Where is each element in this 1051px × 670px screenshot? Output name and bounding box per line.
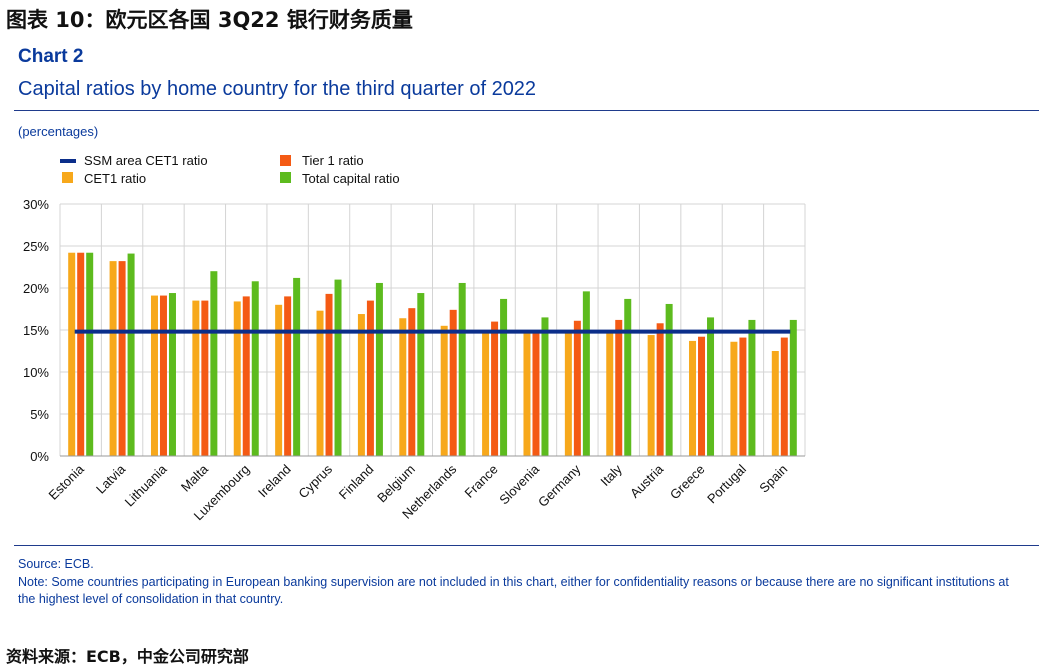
bar-total xyxy=(417,293,425,456)
x-tick-label: Finland xyxy=(336,462,377,503)
x-tick-label: Italy xyxy=(597,461,625,489)
bar-cet1 xyxy=(564,331,572,456)
legend-swatch-total xyxy=(280,172,291,183)
bar-total xyxy=(86,252,94,456)
bar-tier1 xyxy=(780,337,788,456)
bar-total xyxy=(624,298,632,456)
bar-cet1 xyxy=(150,295,158,456)
bar-total xyxy=(127,253,135,456)
chart-label: Chart 2 xyxy=(18,46,84,67)
bar-cet1 xyxy=(523,333,531,456)
bar-tier1 xyxy=(573,320,581,456)
bar-cet1 xyxy=(440,325,448,456)
bar-total xyxy=(458,282,466,456)
bar-tier1 xyxy=(201,300,209,456)
bar-tier1 xyxy=(325,293,333,456)
bar-tier1 xyxy=(491,321,499,456)
source-cn: 资料来源：ECB，中金公司研究部 xyxy=(6,647,249,666)
x-tick-label: Malta xyxy=(178,461,212,495)
x-tick-label: Germany xyxy=(535,461,584,510)
bar-tier1 xyxy=(366,300,374,456)
x-tick-label: Ireland xyxy=(255,462,294,501)
bar-tier1 xyxy=(77,252,85,456)
y-tick-label: 15% xyxy=(23,323,49,338)
bar-total xyxy=(582,291,590,456)
bar-total xyxy=(665,303,673,456)
bar-total xyxy=(375,282,383,456)
legend-swatch-ssm-line xyxy=(60,159,76,163)
bar-cet1 xyxy=(275,304,283,456)
legend-label-ssm: SSM area CET1 ratio xyxy=(84,153,208,168)
bar-tier1 xyxy=(449,309,457,456)
units-label: (percentages) xyxy=(18,124,99,139)
bar-cet1 xyxy=(689,340,697,456)
legend-label-total: Total capital ratio xyxy=(302,171,400,186)
bar-total xyxy=(334,279,342,456)
bar-cet1 xyxy=(233,301,241,456)
x-tick-label: Austria xyxy=(627,461,667,501)
legend-swatch-tier1 xyxy=(280,155,291,166)
bar-tier1 xyxy=(242,296,250,456)
bar-cet1 xyxy=(109,261,117,456)
y-tick-label: 5% xyxy=(30,407,49,422)
bar-cet1 xyxy=(357,314,365,456)
footer-divider xyxy=(14,545,1039,546)
bar-tier1 xyxy=(159,295,167,456)
bar-total xyxy=(251,281,259,456)
bar-cet1 xyxy=(482,333,490,456)
legend-label-cet1: CET1 ratio xyxy=(84,171,147,186)
bar-total xyxy=(168,293,176,456)
x-tick-label: Spain xyxy=(756,462,790,496)
bar-tier1 xyxy=(615,319,623,456)
bar-tier1 xyxy=(698,336,706,456)
x-tick-label: Greece xyxy=(667,462,708,503)
bar-total xyxy=(210,271,218,456)
x-tick-label: Lithuania xyxy=(122,461,170,509)
bar-total xyxy=(293,277,301,456)
y-tick-label: 25% xyxy=(23,239,49,254)
bar-tier1 xyxy=(118,261,126,456)
footnote: Note: Some countries participating in Eu… xyxy=(18,575,1009,606)
x-tick-label: France xyxy=(461,462,500,501)
bar-cet1 xyxy=(647,335,655,456)
bar-tier1 xyxy=(739,337,747,456)
y-tick-label: 30% xyxy=(23,197,49,212)
legend-swatch-cet1 xyxy=(62,172,73,183)
bar-cet1 xyxy=(606,331,614,456)
x-tick-label: Estonia xyxy=(46,461,88,503)
source-note: Source: ECB. xyxy=(18,557,94,571)
bar-total xyxy=(748,319,756,456)
bar-total xyxy=(500,298,508,456)
bar-cet1 xyxy=(730,341,738,456)
bar-total xyxy=(541,317,549,456)
header-divider xyxy=(14,110,1039,111)
bar-cet1 xyxy=(316,310,324,456)
bar-tier1 xyxy=(656,323,664,456)
bar-cet1 xyxy=(771,351,779,456)
bar-tier1 xyxy=(408,308,416,456)
capital-ratios-chart: 0% 5% 10% 15% 20% 25% 30% Estonia LatviaLithuani… xyxy=(23,197,806,523)
x-tick-label: Portugal xyxy=(704,461,749,506)
bar-tier1 xyxy=(284,296,292,456)
y-tick-label: 20% xyxy=(23,281,49,296)
figure-title: 图表 10：欧元区各国 3Q22 银行财务质量 xyxy=(6,8,413,32)
chart-subtitle: Capital ratios by home country for the t… xyxy=(18,78,537,100)
bar-total xyxy=(707,317,715,456)
y-tick-label: 10% xyxy=(23,365,49,380)
legend-label-tier1: Tier 1 ratio xyxy=(302,153,364,168)
bar-total xyxy=(789,319,797,456)
bar-tier1 xyxy=(532,332,540,456)
bar-cet1 xyxy=(399,318,407,456)
y-tick-label: 0% xyxy=(30,449,49,464)
bar-cet1 xyxy=(192,300,200,456)
x-tick-label: Cyprus xyxy=(295,461,335,501)
x-tick-label: Latvia xyxy=(93,461,129,497)
bar-cet1 xyxy=(68,252,76,456)
